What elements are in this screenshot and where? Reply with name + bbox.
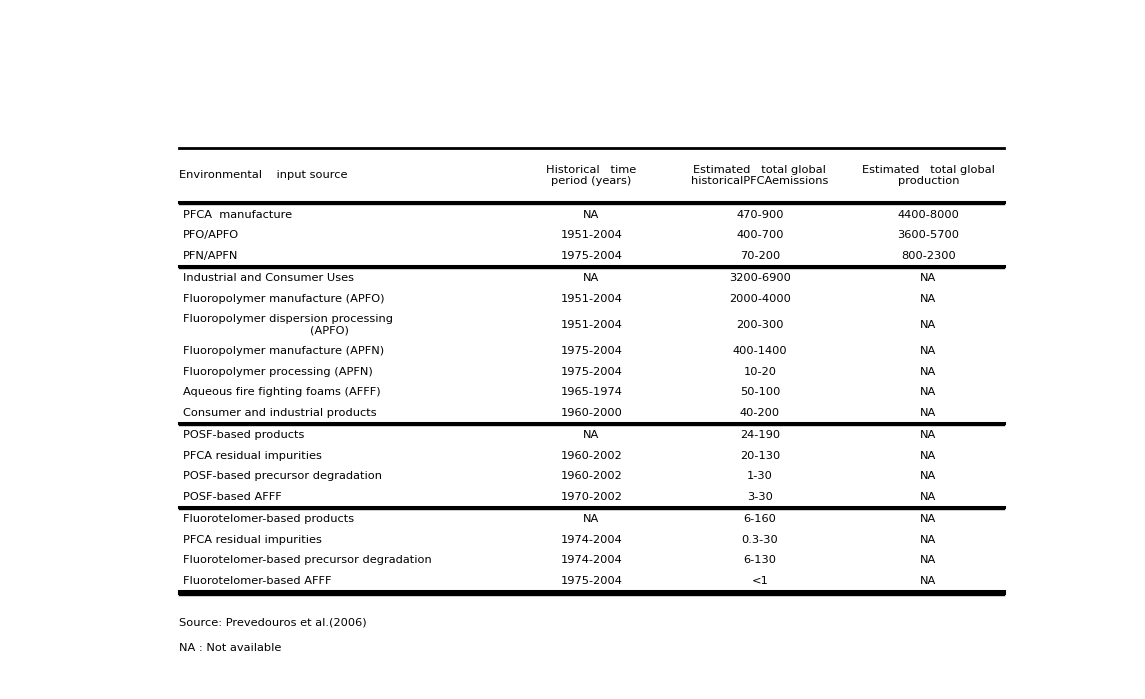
Text: NA: NA: [921, 555, 937, 565]
Text: 400-1400: 400-1400: [733, 347, 787, 356]
Text: 1960-2000: 1960-2000: [560, 408, 622, 418]
Text: NA: NA: [921, 387, 937, 397]
Text: 800-2300: 800-2300: [901, 250, 956, 261]
Text: PFCA residual impurities: PFCA residual impurities: [183, 535, 322, 545]
Text: Fluorotelomer-based products: Fluorotelomer-based products: [183, 514, 354, 524]
Text: 3-30: 3-30: [747, 491, 773, 502]
Text: PFN/APFN: PFN/APFN: [183, 250, 238, 261]
Text: 4400-8000: 4400-8000: [898, 210, 960, 219]
Text: NA: NA: [921, 451, 937, 461]
Text: NA: NA: [583, 431, 599, 440]
Text: NA: NA: [921, 471, 937, 481]
Text: 1975-2004: 1975-2004: [560, 576, 622, 586]
Text: Aqueous fire fighting foams (AFFF): Aqueous fire fighting foams (AFFF): [183, 387, 380, 397]
Text: NA: NA: [921, 320, 937, 330]
Text: 1960-2002: 1960-2002: [560, 451, 622, 461]
Text: Estimated   total global
historicalPFCAemissions: Estimated total global historicalPFCAemi…: [692, 164, 829, 186]
Text: NA: NA: [921, 491, 937, 502]
Text: 6-130: 6-130: [743, 555, 776, 565]
Text: Fluoropolymer processing (APFN): Fluoropolymer processing (APFN): [183, 367, 373, 377]
Text: 470-900: 470-900: [736, 210, 783, 219]
Text: Fluoropolymer manufacture (APFN): Fluoropolymer manufacture (APFN): [183, 347, 385, 356]
Text: PFCA residual impurities: PFCA residual impurities: [183, 451, 322, 461]
Text: Historical   time
period (years): Historical time period (years): [546, 164, 637, 186]
Text: NA: NA: [921, 535, 937, 545]
Text: 10-20: 10-20: [743, 367, 776, 377]
Text: 1960-2002: 1960-2002: [560, 471, 622, 481]
Text: 70-200: 70-200: [740, 250, 780, 261]
Text: Environmental    input source: Environmental input source: [179, 171, 347, 180]
Text: Fluorotelomer-based precursor degradation: Fluorotelomer-based precursor degradatio…: [183, 555, 432, 565]
Text: NA: NA: [921, 273, 937, 283]
Text: 3200-6900: 3200-6900: [729, 273, 791, 283]
Text: POSF-based AFFF: POSF-based AFFF: [183, 491, 282, 502]
Text: 6-160: 6-160: [743, 514, 776, 524]
Text: NA: NA: [921, 367, 937, 377]
Text: 400-700: 400-700: [736, 230, 783, 240]
Text: Fluoropolymer manufacture (APFO): Fluoropolymer manufacture (APFO): [183, 294, 385, 303]
Text: Fluorotelomer-based AFFF: Fluorotelomer-based AFFF: [183, 576, 332, 586]
Text: 1951-2004: 1951-2004: [560, 320, 622, 330]
Text: 20-130: 20-130: [740, 451, 780, 461]
Text: 1-30: 1-30: [747, 471, 773, 481]
Text: NA: NA: [583, 514, 599, 524]
Text: NA: NA: [583, 273, 599, 283]
Text: NA: NA: [583, 210, 599, 219]
Text: 1974-2004: 1974-2004: [560, 555, 622, 565]
Text: Estimated   total global
production: Estimated total global production: [862, 164, 995, 186]
Text: NA: NA: [921, 347, 937, 356]
Text: 2000-4000: 2000-4000: [729, 294, 791, 303]
Text: 1975-2004: 1975-2004: [560, 367, 622, 377]
Text: 1974-2004: 1974-2004: [560, 535, 622, 545]
Text: <1: <1: [751, 576, 768, 586]
Text: POSF-based products: POSF-based products: [183, 431, 305, 440]
Text: 50-100: 50-100: [740, 387, 780, 397]
Text: Consumer and industrial products: Consumer and industrial products: [183, 408, 377, 418]
Text: PFCA  manufacture: PFCA manufacture: [183, 210, 292, 219]
Text: (APFO): (APFO): [310, 326, 349, 336]
Text: 3600-5700: 3600-5700: [898, 230, 960, 240]
Text: NA: NA: [921, 431, 937, 440]
Text: 1951-2004: 1951-2004: [560, 294, 622, 303]
Text: NA: NA: [921, 514, 937, 524]
Text: PFO/APFO: PFO/APFO: [183, 230, 239, 240]
Text: Source: Prevedouros et al.(2006): Source: Prevedouros et al.(2006): [179, 617, 366, 627]
Text: 40-200: 40-200: [740, 408, 780, 418]
Text: 0.3-30: 0.3-30: [742, 535, 779, 545]
Text: 200-300: 200-300: [736, 320, 783, 330]
Text: NA: NA: [921, 576, 937, 586]
Text: NA: NA: [921, 294, 937, 303]
Text: 24-190: 24-190: [740, 431, 780, 440]
Text: 1975-2004: 1975-2004: [560, 347, 622, 356]
Text: Fluoropolymer dispersion processing: Fluoropolymer dispersion processing: [183, 314, 393, 324]
Text: 1970-2002: 1970-2002: [560, 491, 622, 502]
Text: 1965-1974: 1965-1974: [560, 387, 622, 397]
Text: Industrial and Consumer Uses: Industrial and Consumer Uses: [183, 273, 354, 283]
Text: NA: NA: [921, 408, 937, 418]
Text: 1951-2004: 1951-2004: [560, 230, 622, 240]
Text: NA : Not available: NA : Not available: [179, 642, 281, 653]
Text: POSF-based precursor degradation: POSF-based precursor degradation: [183, 471, 382, 481]
Text: 1975-2004: 1975-2004: [560, 250, 622, 261]
